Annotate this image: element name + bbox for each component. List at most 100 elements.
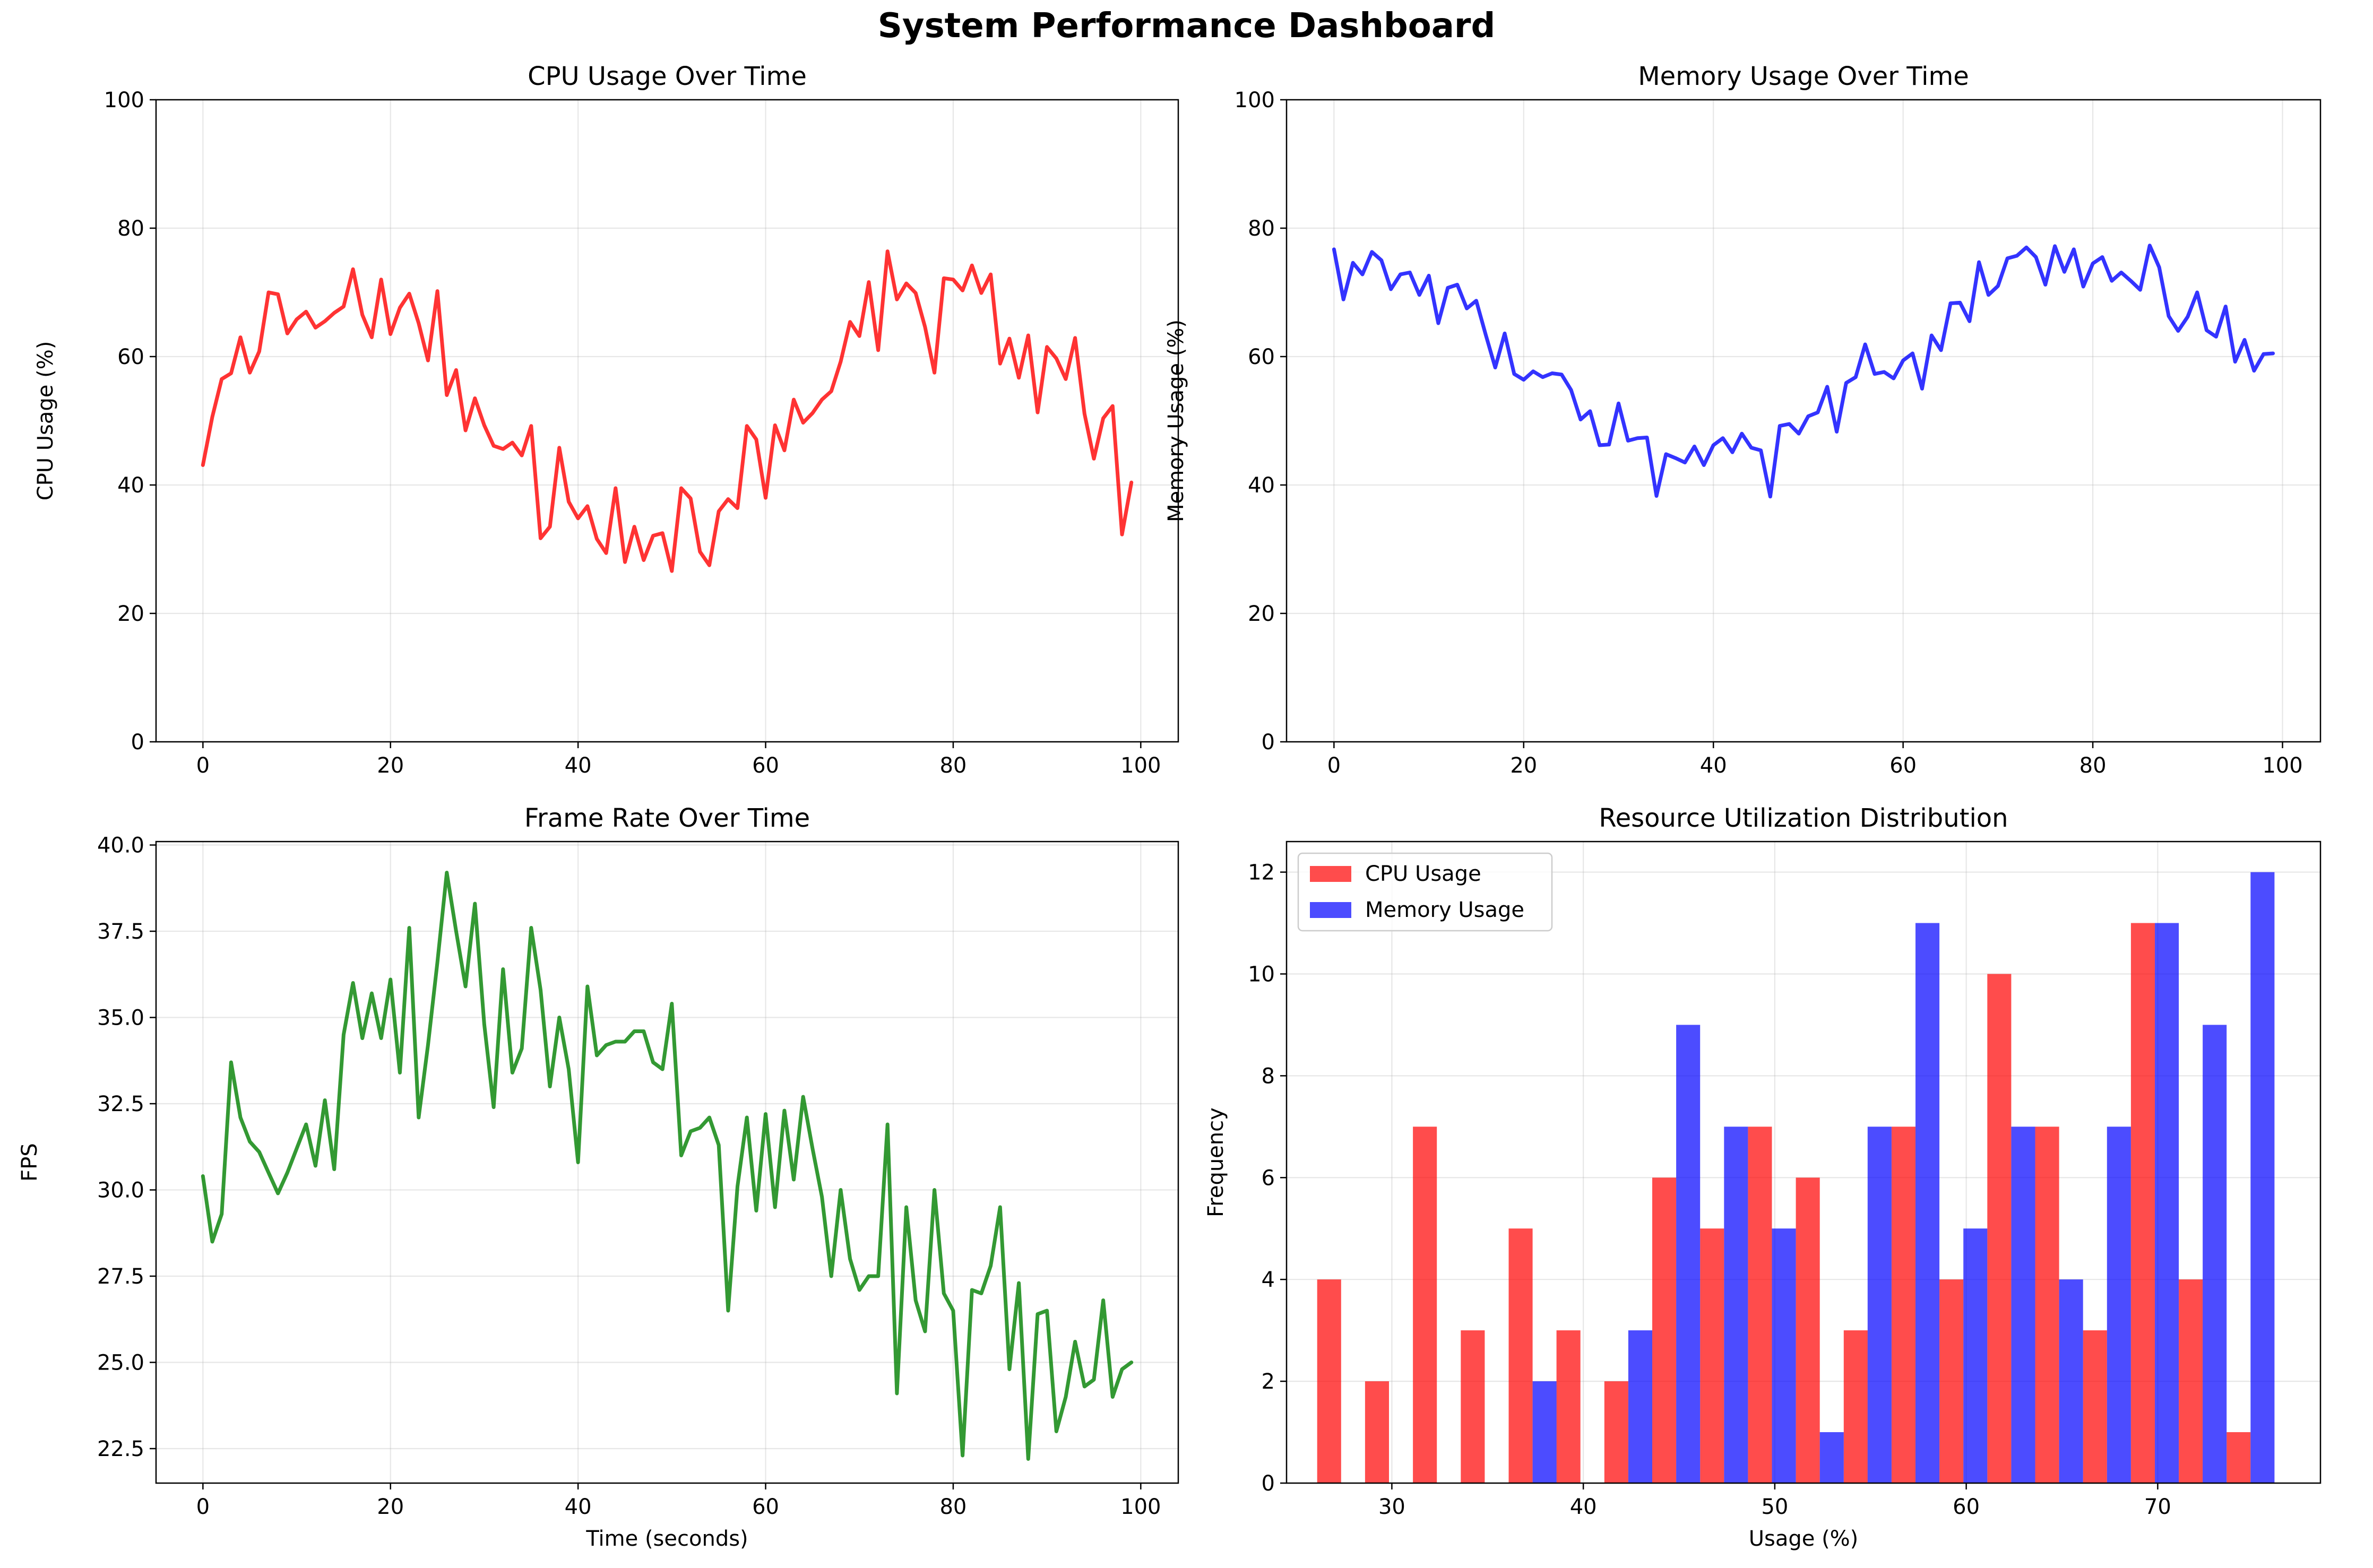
y-tick-label: 32.5 — [97, 1092, 144, 1116]
histogram-bar — [1413, 1127, 1437, 1483]
histogram-bar — [1556, 1330, 1581, 1483]
y-axis-label: FPS — [18, 1143, 42, 1182]
y-axis-label: Frequency — [1204, 1107, 1228, 1217]
chart-title: Resource Utilization Distribution — [1599, 803, 2008, 833]
legend-label: Memory Usage — [1365, 898, 1524, 922]
histogram-bar — [1748, 1127, 1772, 1483]
histogram-bar — [1891, 1127, 1915, 1483]
memory-usage-chart: 0 20 40 60 80 100 0 20 40 60 80 100 Memory Usage Ove… — [1164, 62, 2322, 778]
histogram-bar — [1819, 1432, 1844, 1483]
x-tick-label: 60 — [1953, 1495, 1980, 1519]
y-tick-label: 80 — [1248, 216, 1275, 241]
x-tick-label: 60 — [752, 753, 779, 778]
x-tick-label: 40 — [1700, 753, 1727, 778]
x-tick-label: 30 — [1378, 1495, 1405, 1519]
y-tick-label: 27.5 — [97, 1264, 144, 1289]
x-tick-label: 0 — [196, 753, 210, 778]
histogram-bar — [2203, 1025, 2227, 1483]
y-tick-label: 0 — [1262, 730, 1275, 755]
y-tick-label: 80 — [117, 216, 144, 241]
series-line — [201, 871, 1134, 1461]
figure-title: System Performance Dashboard — [877, 6, 1496, 46]
histogram-bar — [1604, 1381, 1628, 1483]
y-tick-label: 12 — [1248, 861, 1275, 885]
x-tick-label: 60 — [752, 1495, 779, 1519]
histogram-bar — [1867, 1127, 1892, 1483]
y-tick-label: 20 — [1248, 602, 1275, 626]
histogram-bar — [2107, 1127, 2131, 1483]
y-tick-label: 37.5 — [97, 920, 144, 944]
histogram-bar — [2227, 1432, 2251, 1483]
legend-box — [1297, 852, 1553, 932]
x-tick-label: 40 — [565, 753, 592, 778]
x-tick-label: 40 — [1570, 1495, 1597, 1519]
x-axis-label: Usage (%) — [1749, 1527, 1859, 1551]
histogram-bar — [2059, 1279, 2083, 1483]
series-line — [1332, 244, 2275, 499]
histogram-bar — [1652, 1177, 1677, 1483]
legend: CPU Usage Memory Usage — [1297, 852, 1553, 932]
y-tick-label: 35.0 — [97, 1006, 144, 1030]
y-tick-label: 100 — [104, 88, 144, 112]
y-tick-label: 40 — [117, 473, 144, 498]
histogram-bar — [1532, 1381, 1557, 1483]
histogram-bar — [2035, 1127, 2059, 1483]
x-tick-label: 40 — [565, 1495, 592, 1519]
histogram-bar — [2083, 1330, 2107, 1483]
x-axis-label: Time (seconds) — [585, 1527, 748, 1551]
y-tick-label: 40.0 — [97, 834, 144, 858]
legend-swatch — [1310, 866, 1351, 882]
histogram-bar — [1939, 1279, 1964, 1483]
histogram-bar — [1628, 1330, 1652, 1483]
x-tick-label: 80 — [2079, 753, 2107, 778]
x-tick-label: 100 — [2262, 753, 2302, 778]
y-tick-label: 4 — [1262, 1268, 1275, 1292]
histogram-bar — [1724, 1127, 1748, 1483]
plot-frame — [155, 841, 1179, 1484]
histogram-bar — [1963, 1228, 1988, 1483]
y-axis-label: CPU Usage (%) — [33, 341, 58, 501]
plot-frame — [155, 99, 1179, 743]
x-tick-label: 80 — [939, 753, 967, 778]
x-tick-label: 100 — [1120, 1495, 1161, 1519]
histogram-bar — [1843, 1330, 1868, 1483]
series-line — [201, 249, 1134, 573]
histogram-bar — [2011, 1127, 2035, 1483]
histogram-bar — [1772, 1228, 1796, 1483]
histogram-bar — [1461, 1330, 1485, 1483]
plot-frame — [1285, 99, 2322, 743]
frame-rate-chart: 0 20 40 60 80 100 22.5 25.0 27.5 30.0 32.5 35.0 37.5… — [18, 803, 1179, 1551]
histogram-bar — [1796, 1177, 1820, 1483]
legend-label: CPU Usage — [1365, 862, 1481, 886]
histogram-bar — [1676, 1025, 1701, 1483]
legend-swatch — [1310, 902, 1351, 918]
histogram-bar — [2179, 1279, 2203, 1483]
y-tick-label: 40 — [1248, 473, 1275, 498]
histogram-bar — [1987, 974, 2012, 1483]
y-axis-label: Memory Usage (%) — [1164, 319, 1188, 522]
histogram-bar — [2250, 872, 2275, 1483]
plot-frame — [1285, 841, 2322, 1484]
x-tick-label: 0 — [196, 1495, 210, 1519]
histogram-bar — [1915, 923, 1940, 1483]
x-tick-label: 60 — [1889, 753, 1917, 778]
chart-title: CPU Usage Over Time — [528, 62, 807, 91]
y-tick-label: 22.5 — [97, 1437, 144, 1461]
histogram-bar — [1317, 1279, 1341, 1483]
y-tick-label: 60 — [117, 345, 144, 369]
histogram-bar — [1700, 1228, 1724, 1483]
chart-title: Memory Usage Over Time — [1638, 62, 1969, 91]
y-tick-label: 100 — [1235, 88, 1275, 112]
histogram-bar — [1508, 1228, 1533, 1483]
resource-distribution-chart: CPU Usage Memory Usage 30 40 50 60 70 0 2 4 6 8 10 12… — [1204, 803, 2322, 1551]
y-tick-label: 20 — [117, 602, 144, 626]
histogram-bar — [2130, 923, 2155, 1483]
y-tick-label: 25.0 — [97, 1351, 144, 1375]
x-tick-label: 70 — [2144, 1495, 2171, 1519]
y-tick-label: 60 — [1248, 345, 1275, 369]
chart-title: Frame Rate Over Time — [524, 803, 810, 833]
y-tick-label: 0 — [1262, 1471, 1275, 1496]
y-tick-label: 8 — [1262, 1064, 1275, 1088]
x-tick-label: 20 — [377, 753, 404, 778]
